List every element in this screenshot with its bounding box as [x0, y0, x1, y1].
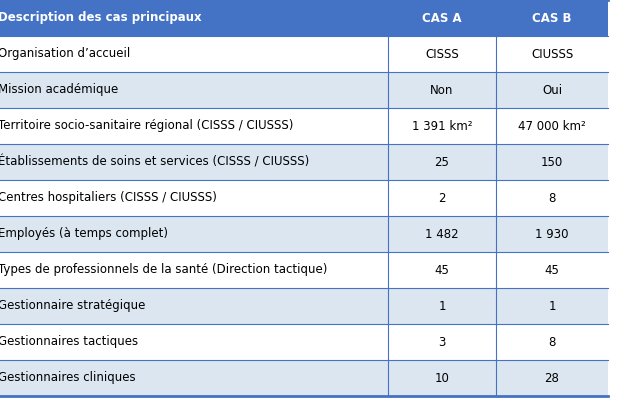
Text: 150: 150	[541, 156, 563, 168]
Bar	[388, 360, 496, 396]
Bar	[496, 144, 608, 180]
Bar	[0, 252, 388, 288]
Bar	[496, 180, 608, 216]
Bar	[496, 216, 608, 252]
Text: Non: Non	[430, 83, 453, 96]
Text: Établissements de soins et services (CISSS / CIUSSS): Établissements de soins et services (CIS…	[0, 156, 309, 168]
Bar	[0, 360, 388, 396]
Text: 10: 10	[435, 371, 450, 384]
Text: 1 391 km²: 1 391 km²	[412, 119, 472, 132]
Text: CIUSSS: CIUSSS	[531, 47, 573, 60]
Bar	[388, 288, 496, 324]
Text: 1 930: 1 930	[535, 228, 569, 241]
Text: 8: 8	[548, 335, 556, 348]
Bar	[388, 108, 496, 144]
Text: 1 482: 1 482	[425, 228, 459, 241]
Bar	[388, 36, 496, 72]
Bar	[496, 0, 608, 36]
Text: Mission académique: Mission académique	[0, 83, 118, 96]
Bar	[0, 144, 388, 180]
Text: 28: 28	[544, 371, 560, 384]
Text: 45: 45	[544, 264, 560, 277]
Text: 45: 45	[435, 264, 450, 277]
Bar	[496, 360, 608, 396]
Bar	[0, 288, 388, 324]
Bar	[0, 180, 388, 216]
Bar	[496, 252, 608, 288]
Bar	[388, 144, 496, 180]
Text: CAS A: CAS A	[422, 11, 462, 24]
Bar	[388, 72, 496, 108]
Text: 1: 1	[438, 300, 446, 313]
Bar	[0, 36, 388, 72]
Text: 2: 2	[438, 192, 446, 205]
Text: Gestionnaires cliniques: Gestionnaires cliniques	[0, 371, 136, 384]
Text: Organisation d’accueil: Organisation d’accueil	[0, 47, 130, 60]
Text: Territoire socio-sanitaire régional (CISSS / CIUSSS): Territoire socio-sanitaire régional (CIS…	[0, 119, 293, 132]
Text: 8: 8	[548, 192, 556, 205]
Bar	[496, 324, 608, 360]
Text: Employés (à temps complet): Employés (à temps complet)	[0, 228, 168, 241]
Bar	[388, 0, 496, 36]
Bar	[0, 72, 388, 108]
Text: 47 000 km²: 47 000 km²	[518, 119, 586, 132]
Text: 25: 25	[435, 156, 450, 168]
Bar	[0, 108, 388, 144]
Text: Centres hospitaliers (CISSS / CIUSSS): Centres hospitaliers (CISSS / CIUSSS)	[0, 192, 217, 205]
Bar	[496, 72, 608, 108]
Text: CISSS: CISSS	[425, 47, 459, 60]
Text: Gestionnaire stratégique: Gestionnaire stratégique	[0, 300, 145, 313]
Text: 1: 1	[548, 300, 556, 313]
Text: CAS B: CAS B	[533, 11, 571, 24]
Bar	[388, 180, 496, 216]
Bar	[496, 288, 608, 324]
Bar	[0, 216, 388, 252]
Bar	[388, 324, 496, 360]
Text: Description des cas principaux: Description des cas principaux	[0, 11, 202, 24]
Bar	[388, 216, 496, 252]
Bar	[0, 0, 388, 36]
Text: Oui: Oui	[542, 83, 562, 96]
Bar	[496, 36, 608, 72]
Bar	[496, 108, 608, 144]
Text: Types de professionnels de la santé (Direction tactique): Types de professionnels de la santé (Dir…	[0, 264, 327, 277]
Text: 3: 3	[438, 335, 446, 348]
Bar	[0, 324, 388, 360]
Bar	[388, 252, 496, 288]
Text: Gestionnaires tactiques: Gestionnaires tactiques	[0, 335, 138, 348]
